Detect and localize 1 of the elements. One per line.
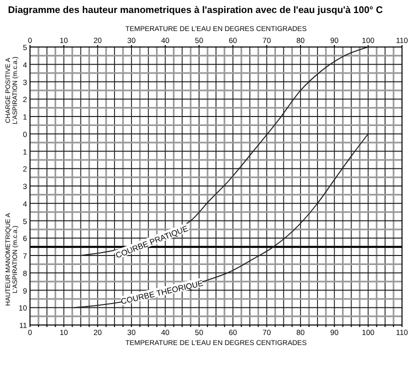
chart-title: Diagramme des hauteur manometriques à l'aspiration avec de l'eau jusqu'à 100° C (8, 5, 383, 16)
